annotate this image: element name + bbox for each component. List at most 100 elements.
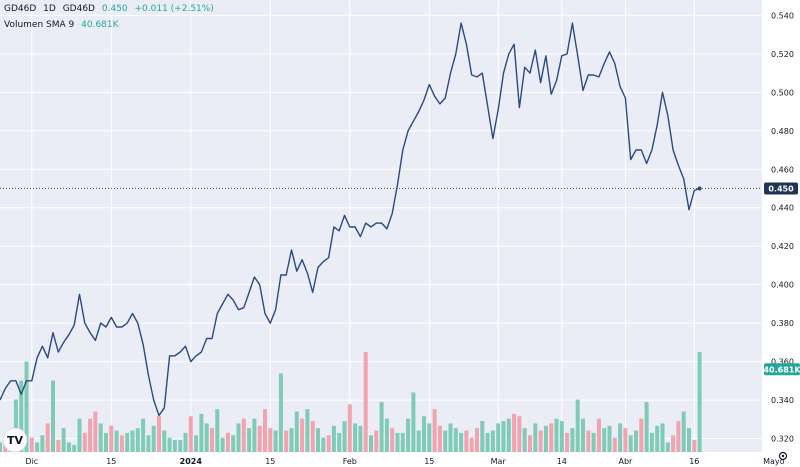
volume-bar [157, 416, 161, 452]
x-tick-label: 15 [424, 457, 434, 466]
volume-bar [257, 425, 262, 452]
volume-bar [210, 428, 214, 452]
volume-bar [480, 421, 485, 452]
y-tick-label: 0.460 [771, 165, 794, 174]
volume-bar [88, 418, 93, 452]
volume-bar [194, 435, 199, 452]
volume-bar [464, 430, 469, 452]
volume-bar [82, 432, 87, 452]
volume-bar [252, 418, 257, 452]
volume-bar [671, 435, 676, 452]
volume-bar [35, 442, 40, 452]
volume-bar [570, 428, 575, 452]
volume-bar [395, 432, 400, 452]
legend-price[interactable]: GD46D 1D GD46D 0.450 +0.011 (+2.51%) [4, 4, 214, 14]
x-tick-label: Feb [343, 457, 357, 466]
volume-bar [241, 418, 246, 452]
volume-bar [114, 430, 119, 452]
y-tick-label: 0.340 [771, 396, 794, 405]
volume-bar [263, 409, 267, 452]
volume-bar [119, 435, 124, 452]
volume-bar [687, 428, 691, 452]
legend-volume[interactable]: Volumen SMA 9 40.681K [4, 20, 119, 30]
volume-bar [310, 421, 315, 452]
volume-bar [236, 423, 241, 452]
y-tick-label: 0.420 [771, 242, 794, 251]
volume-bar [162, 430, 167, 452]
gear-hub [781, 454, 785, 458]
y-tick-label: 0.400 [771, 281, 794, 290]
volume-bar [644, 402, 649, 452]
volume-bar [72, 444, 77, 452]
volume-bar [475, 428, 479, 452]
legend-interval: 1D [43, 4, 56, 14]
volume-bar [575, 399, 580, 452]
volume-bar [316, 428, 320, 452]
volume-bar [639, 418, 644, 452]
volume-bar [273, 430, 278, 452]
volume-bar [109, 425, 114, 452]
volume-bar [469, 437, 474, 452]
logo-mark: TV [7, 434, 24, 447]
volume-badge-bg [764, 363, 800, 376]
y-tick-label: 0.320 [771, 435, 794, 444]
volume-bar [586, 430, 591, 452]
volume-bar [300, 418, 305, 452]
gear-ring [778, 451, 788, 461]
volume-bar [565, 432, 570, 452]
volume-bar [183, 432, 188, 452]
y-tick-label: 0.360 [771, 358, 794, 367]
volume-bar [167, 437, 172, 452]
volume-bar [268, 428, 273, 452]
settings-gear-icon[interactable] [778, 451, 788, 461]
volume-bar [437, 425, 442, 452]
volume-bar [289, 428, 294, 452]
volume-bar [130, 430, 135, 452]
volume-bar [400, 432, 405, 452]
volume-bar [655, 425, 660, 452]
volume-bar [61, 428, 66, 452]
volume-bar [19, 380, 24, 452]
x-tick-label: Mar [491, 457, 507, 466]
volume-bar [93, 411, 98, 452]
volume-bar [172, 440, 177, 452]
volume-bar [596, 418, 601, 452]
volume-bar [188, 416, 193, 452]
volume-bar [453, 428, 458, 452]
volume-bar [512, 413, 517, 452]
legend-symbol: GD46D [4, 4, 37, 14]
volume-bar [676, 421, 681, 452]
plot-background [0, 0, 762, 452]
volume-bar [490, 430, 495, 452]
volume-bar [660, 423, 665, 452]
volume-bar [634, 430, 638, 452]
volume-bar [681, 411, 686, 452]
volume-bar [326, 435, 331, 452]
volume-bar [697, 352, 702, 452]
price-line [0, 22, 700, 417]
volume-bar [406, 418, 411, 452]
logo-circle [2, 427, 28, 453]
volume-bar [379, 402, 384, 452]
volume-bar [628, 435, 633, 452]
y-axis[interactable]: 0.320 0.340 0.360 0.380 0.400 0.420 0.440 0.460… [771, 0, 794, 444]
volume-bar [538, 430, 543, 452]
x-axis[interactable]: Dic15202415Feb15Mar14Abr16Mayo15Jun14 [25, 457, 800, 466]
tradingview-logo[interactable]: TV [2, 427, 28, 453]
volume-bar [220, 437, 225, 452]
volume-bar [649, 432, 654, 452]
volume-bar [337, 432, 342, 452]
volume-bar [618, 423, 623, 452]
volume-bar [40, 435, 45, 452]
volume-bar [427, 423, 432, 452]
y-tick-label: 0.520 [771, 50, 794, 59]
legend-symbol-repeat: GD46D [62, 4, 95, 14]
volume-bar [347, 404, 352, 452]
x-tick-label: Dic [25, 457, 38, 466]
volume-bar [135, 428, 140, 452]
volume-bar [342, 421, 347, 452]
volume-bar [363, 352, 368, 452]
volume-bar [443, 430, 448, 452]
